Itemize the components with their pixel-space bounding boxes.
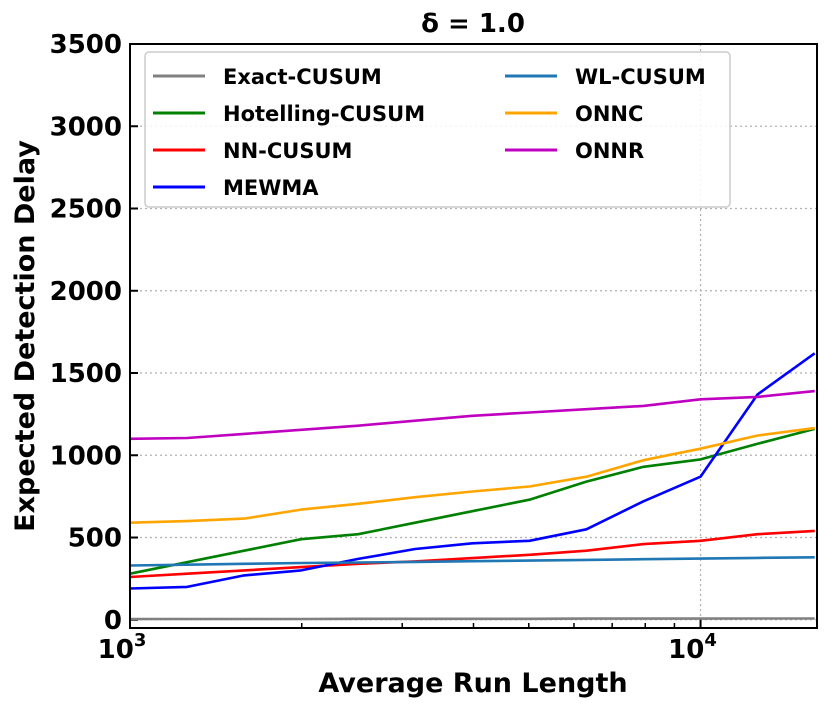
x-tick-exponent: 4 (704, 630, 717, 651)
legend-label: ONNC (575, 102, 643, 126)
legend-label: WL-CUSUM (575, 65, 706, 89)
legend-label: Hotelling-CUSUM (223, 102, 425, 126)
legend-box (144, 51, 731, 208)
y-tick-label: 500 (68, 524, 122, 554)
y-tick-label: 1500 (50, 359, 122, 389)
chart-title: δ = 1.0 (421, 9, 525, 39)
series-line-onnc (129, 426, 815, 524)
y-tick-label: 3000 (50, 112, 122, 142)
y-tick-label: 2500 (50, 195, 122, 225)
series-line-onnr (129, 389, 815, 441)
x-tick-exponent: 3 (134, 630, 147, 651)
legend-label: MEWMA (223, 176, 319, 200)
y-axis-label: Expected Detection Delay (10, 140, 41, 532)
x-tick-base: 10 (668, 635, 704, 665)
series-line-nn-cusum (129, 529, 815, 579)
y-tick-label: 2000 (50, 277, 122, 307)
legend-label: NN-CUSUM (223, 139, 352, 163)
series-lines (129, 352, 816, 621)
series-line-exact-cusum (130, 617, 815, 621)
legend-label: ONNR (575, 139, 644, 163)
y-tick-label: 0 (104, 606, 122, 636)
x-ticks: 103 104 (98, 618, 717, 665)
x-tick-base: 10 (98, 635, 134, 665)
legend-label: Exact-CUSUM (223, 65, 382, 89)
y-tick-label: 3500 (50, 30, 122, 60)
plot-frame (129, 43, 818, 629)
x-tick-label: 104 (668, 630, 717, 665)
y-tick-label: 1000 (50, 441, 122, 471)
y-ticks: 0 500 1000 1500 2000 2500 3000 3500 (50, 30, 138, 636)
series-line-mewma (129, 352, 816, 590)
series-line-wl-cusum (129, 556, 815, 567)
x-tick-label: 103 (98, 630, 147, 665)
series-line-hotelling-cusum (129, 427, 816, 575)
legend: Exact-CUSUM Hotelling-CUSUM NN-CUSUM MEWMA W… (144, 51, 731, 208)
x-axis-label: Average Run Length (318, 668, 627, 699)
